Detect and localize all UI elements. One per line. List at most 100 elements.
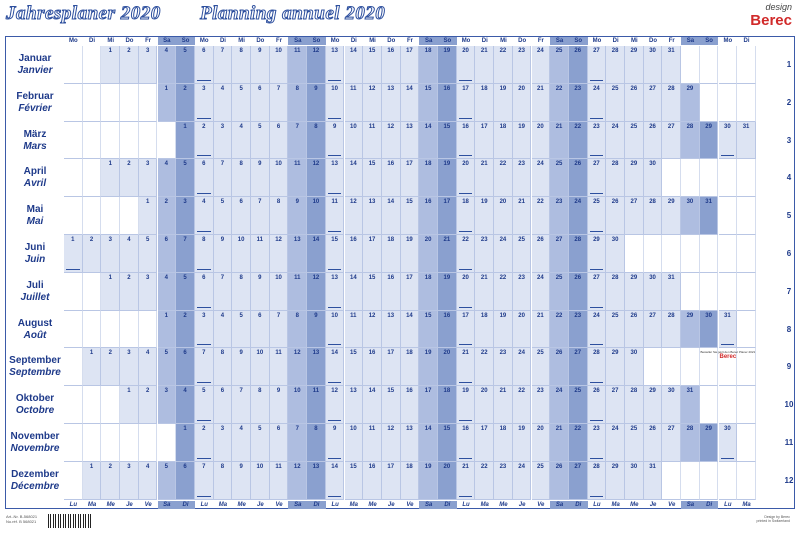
day-cell[interactable]: 8 [232, 159, 251, 198]
day-cell[interactable]: 10 [251, 461, 270, 500]
day-cell[interactable]: 9 [251, 46, 270, 84]
day-cell[interactable]: 12 [307, 159, 326, 198]
day-cell[interactable]: 14 [307, 235, 326, 273]
day-cell[interactable]: 8 [307, 121, 326, 160]
day-cell[interactable]: 3 [120, 348, 139, 387]
day-cell[interactable]: 14 [344, 272, 364, 311]
day-cell[interactable]: 6 [251, 310, 270, 349]
day-cell[interactable]: 18 [438, 386, 457, 424]
day-cell[interactable]: 16 [400, 386, 420, 424]
day-cell[interactable]: 15 [363, 46, 382, 84]
day-cell[interactable]: 26 [625, 83, 644, 122]
day-cell[interactable]: 25 [531, 461, 551, 500]
day-cell[interactable]: 18 [400, 461, 420, 500]
day-cell[interactable]: 23 [512, 159, 532, 198]
day-cell[interactable]: 16 [363, 461, 382, 500]
day-cell[interactable]: 20 [512, 310, 532, 349]
day-cell[interactable]: 29 [681, 83, 700, 122]
day-cell[interactable]: 1 [101, 272, 121, 311]
day-cell[interactable]: 1 [176, 424, 195, 462]
day-cell[interactable]: 21 [550, 424, 569, 462]
day-cell[interactable]: 8 [307, 424, 326, 462]
day-cell[interactable]: 18 [419, 46, 438, 84]
day-cell[interactable]: 4 [213, 83, 233, 122]
day-cell[interactable]: 19 [438, 46, 457, 84]
day-cell[interactable]: 8 [232, 46, 251, 84]
day-cell[interactable]: 19 [438, 272, 457, 311]
day-cell[interactable]: 25 [606, 83, 625, 122]
day-cell[interactable]: 21 [531, 83, 551, 122]
day-cell[interactable]: 30 [625, 348, 644, 387]
day-cell[interactable]: 5 [213, 197, 233, 235]
day-cell[interactable]: 7 [269, 310, 289, 349]
day-cell[interactable]: 13 [307, 348, 326, 387]
day-cell[interactable]: 13 [400, 424, 420, 462]
day-cell[interactable]: 21 [475, 46, 495, 84]
day-cell[interactable]: 18 [456, 197, 476, 235]
day-cell[interactable]: 11 [288, 159, 308, 198]
day-cell[interactable]: 4 [157, 272, 177, 311]
day-cell[interactable]: 2 [120, 46, 139, 84]
day-cell[interactable]: 13 [400, 121, 420, 160]
day-cell[interactable]: 4 [120, 235, 139, 273]
day-cell[interactable]: 6 [251, 83, 270, 122]
day-cell[interactable]: 26 [550, 348, 569, 387]
day-cell[interactable]: 3 [213, 424, 233, 462]
day-cell[interactable]: 18 [494, 424, 513, 462]
day-cell[interactable]: 16 [456, 121, 476, 160]
day-cell[interactable]: 11 [288, 46, 308, 84]
day-cell[interactable]: 5 [251, 121, 270, 160]
day-cell[interactable]: 2 [194, 424, 214, 462]
day-cell[interactable]: 17 [400, 272, 420, 311]
day-cell[interactable]: 19 [419, 461, 438, 500]
day-cell[interactable]: 28 [568, 235, 588, 273]
day-cell[interactable]: 14 [344, 159, 364, 198]
day-cell[interactable]: 9 [269, 386, 289, 424]
day-cell[interactable]: 11 [288, 272, 308, 311]
day-cell[interactable]: 23 [587, 424, 607, 462]
day-cell[interactable]: 19 [512, 424, 532, 462]
day-cell[interactable]: 15 [344, 348, 364, 387]
day-cell[interactable]: 1 [82, 461, 102, 500]
day-cell[interactable]: 25 [550, 46, 569, 84]
day-cell[interactable]: 13 [325, 272, 345, 311]
day-cell[interactable]: 8 [213, 461, 233, 500]
day-cell[interactable]: 24 [587, 83, 607, 122]
day-cell[interactable]: 31 [737, 121, 756, 160]
day-cell[interactable]: 15 [363, 159, 382, 198]
day-cell[interactable]: 23 [568, 83, 588, 122]
day-cell[interactable]: 21 [512, 197, 532, 235]
day-cell[interactable]: 23 [512, 272, 532, 311]
day-cell[interactable]: 27 [625, 197, 644, 235]
day-cell[interactable]: 15 [325, 235, 345, 273]
day-cell[interactable]: 3 [138, 272, 158, 311]
day-cell[interactable]: 8 [288, 310, 308, 349]
day-cell[interactable]: 1 [176, 121, 195, 160]
day-cell[interactable]: 29 [606, 348, 625, 387]
day-cell[interactable]: 9 [307, 310, 326, 349]
day-cell[interactable]: 22 [494, 272, 513, 311]
day-cell[interactable]: 15 [438, 424, 457, 462]
day-cell[interactable]: 12 [288, 461, 308, 500]
day-cell[interactable]: 7 [288, 424, 308, 462]
day-cell[interactable]: 30 [643, 46, 663, 84]
day-cell[interactable]: 15 [344, 461, 364, 500]
day-cell[interactable]: 12 [325, 386, 345, 424]
day-cell[interactable]: 26 [606, 197, 625, 235]
day-cell[interactable]: 7 [288, 121, 308, 160]
day-cell[interactable]: 19 [419, 348, 438, 387]
day-cell[interactable]: 5 [232, 310, 251, 349]
day-cell[interactable]: 11 [344, 310, 364, 349]
day-cell[interactable]: 29 [625, 272, 644, 311]
day-cell[interactable]: 22 [531, 197, 551, 235]
day-cell[interactable]: 24 [531, 159, 551, 198]
day-cell[interactable]: 13 [325, 159, 345, 198]
day-cell[interactable]: 20 [438, 348, 457, 387]
day-cell[interactable]: 13 [288, 235, 308, 273]
day-cell[interactable]: 6 [194, 272, 214, 311]
day-cell[interactable]: 11 [251, 235, 270, 273]
day-cell[interactable]: 13 [325, 46, 345, 84]
day-cell[interactable]: 11 [307, 386, 326, 424]
day-cell[interactable]: 30 [681, 197, 700, 235]
day-cell[interactable]: 19 [400, 235, 420, 273]
